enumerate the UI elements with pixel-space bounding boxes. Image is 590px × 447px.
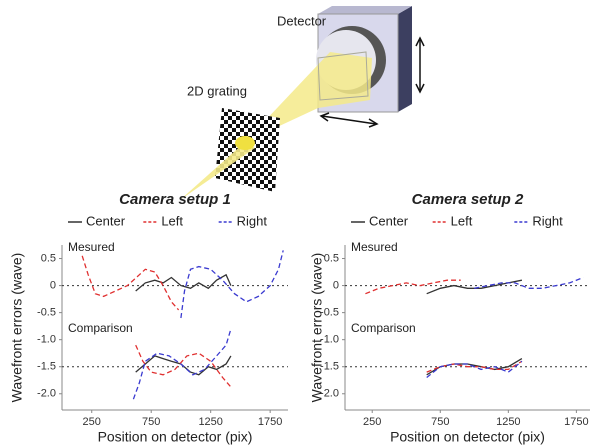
data-line (136, 275, 231, 291)
legend-label: Center (369, 213, 409, 228)
x-tick-label: 1750 (564, 416, 588, 428)
legend-label: Left (451, 213, 473, 228)
annotation: Mesured (351, 240, 398, 254)
figure: Detector 2D grating Camera setup 1 0.5 0 -0… (0, 0, 590, 447)
data-line (427, 280, 522, 294)
y-axis-label: Wavefront errors (wave) (309, 253, 325, 403)
y-tick-label: -0.5 (37, 307, 56, 319)
y-tick-label: 0.5 (324, 252, 339, 264)
y-tick-label: -1.0 (37, 334, 56, 346)
y-axis-label: Wavefront errors (wave) (9, 253, 25, 403)
x-tick-label: 1750 (258, 416, 282, 428)
setup-diagram: Detector 2D grating (180, 6, 424, 200)
legend-label: Right (237, 213, 268, 228)
y-tick-label: 0.5 (41, 252, 56, 264)
annotation: Comparison (351, 321, 416, 335)
x-tick-label: 1250 (496, 416, 520, 428)
arrow (322, 116, 376, 124)
x-tick-label: 1250 (198, 416, 222, 428)
annotation: Mesured (68, 240, 115, 254)
x-tick-label: 250 (83, 416, 101, 428)
legend-label: Right (532, 213, 563, 228)
diagram-label: Detector (277, 13, 327, 28)
x-axis-label: Position on detector (pix) (390, 429, 545, 445)
legend-label: Center (86, 213, 126, 228)
y-tick-label: -1.5 (37, 361, 56, 373)
y-tick-label: 0 (50, 279, 56, 291)
x-tick-label: 750 (431, 416, 449, 428)
chart-title: Camera setup 2 (412, 191, 524, 208)
data-line (133, 329, 231, 399)
detector-top (318, 6, 412, 14)
x-axis-label: Position on detector (pix) (98, 429, 253, 445)
legend-label: Left (161, 213, 183, 228)
spot (235, 136, 255, 150)
diagram-label: 2D grating (187, 83, 247, 98)
x-tick-label: 250 (363, 416, 381, 428)
y-tick-label: 0 (333, 279, 339, 291)
x-tick-label: 750 (142, 416, 160, 428)
detector-side (398, 6, 412, 112)
y-tick-label: -2.0 (37, 388, 56, 400)
chart-title: Camera setup 1 (119, 191, 231, 208)
annotation: Comparison (68, 321, 133, 335)
